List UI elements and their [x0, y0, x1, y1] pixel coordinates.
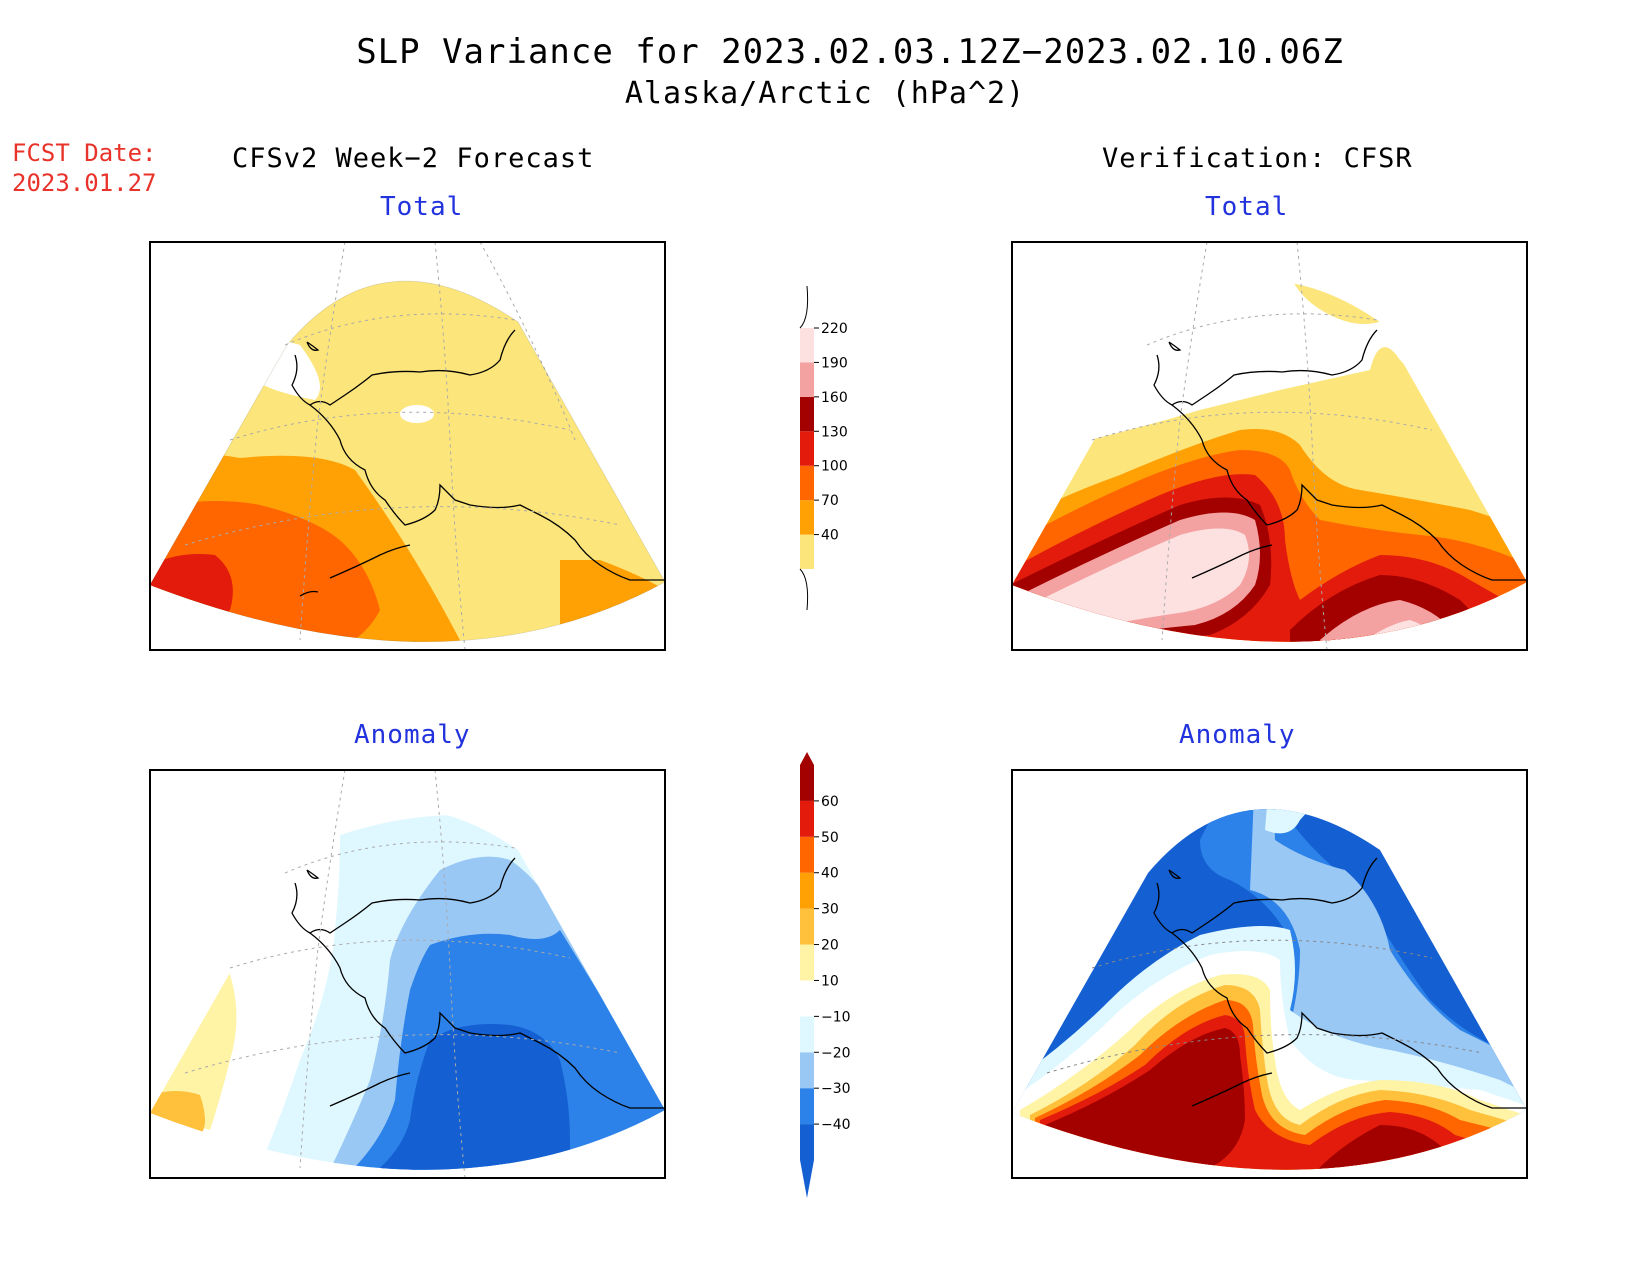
- colorbar-swatch: [800, 944, 814, 981]
- subtitle: Alaska/Arctic (hPa^2): [624, 76, 1026, 111]
- forecast-anomaly-map: [149, 769, 666, 1179]
- colorbar-tick-label: −10: [821, 1009, 851, 1025]
- verification-total-frame: [1011, 241, 1528, 651]
- colorbar-swatch: [800, 396, 814, 432]
- colorbar-tick-label: −40: [821, 1117, 851, 1133]
- contour-hole: [400, 405, 434, 423]
- top-left-panel-label: Total: [380, 192, 464, 222]
- verification-header: Verification: CFSR: [1102, 143, 1413, 174]
- verification-total-map: [1011, 241, 1528, 651]
- colorbar-swatch: [800, 908, 814, 945]
- contour-fill-neg40: [350, 1024, 570, 1170]
- main-title: SLP Variance for 2023.02.03.12Z−2023.02.…: [356, 32, 1344, 72]
- graticule: [1046, 939, 1483, 1074]
- coastline: [291, 329, 665, 597]
- fcst-date-value: 2023.01.27: [12, 169, 157, 197]
- colorbar-tip-top: [800, 752, 814, 765]
- colorbar-swatch: [800, 800, 814, 837]
- coastline: [1153, 857, 1527, 1109]
- colorbar-tick-label: −30: [821, 1081, 851, 1097]
- bottom-right-panel-label: Anomaly: [1179, 720, 1296, 750]
- colorbar-swatch: [800, 1052, 814, 1089]
- colorbar-tick-label: 60: [821, 794, 839, 810]
- colorbar-tick-label: 70: [821, 493, 839, 509]
- graticule: [1091, 241, 1433, 651]
- colorbar-tip-bottom: [800, 1160, 814, 1198]
- colorbar-tick-label: 30: [821, 902, 839, 918]
- total-colorbar: 40 70 100 130 160 190 220: [799, 285, 848, 611]
- anomaly-colorbar: −40 −30 −20 −10 10 20 30 40 50 60: [800, 752, 851, 1198]
- colorbar-tick-label: −20: [821, 1045, 851, 1061]
- bottom-left-panel-label: Anomaly: [354, 720, 471, 750]
- colorbar-swatch: [800, 362, 814, 397]
- colorbar-tick-label: 50: [821, 830, 839, 846]
- colorbar-tick-label: 100: [821, 459, 848, 475]
- colorbar-tick-label: 220: [821, 321, 848, 337]
- forecast-header: CFSv2 Week−2 Forecast: [232, 143, 595, 174]
- coastline: [1153, 329, 1527, 581]
- colorbar-tick-label: 40: [821, 866, 839, 882]
- colorbar-swatch: [800, 836, 814, 873]
- colorbar-tick-label: 190: [821, 355, 848, 371]
- graticule: [184, 769, 621, 1179]
- colorbar-tip-top: [799, 285, 809, 329]
- colorbar-swatch: [800, 1124, 814, 1160]
- colorbar-tick-label: 160: [821, 390, 848, 406]
- colorbar-tip-bottom: [799, 568, 809, 611]
- verification-anomaly-map: [1011, 769, 1528, 1179]
- colorbar-swatch: [800, 765, 814, 801]
- verification-anomaly-frame: [1011, 769, 1528, 1179]
- colorbar-tick-label: 20: [821, 938, 839, 954]
- fcst-date-label: FCST Date:: [12, 139, 157, 167]
- colorbar-tick-label: 10: [821, 973, 839, 989]
- colorbar-swatch: [800, 500, 814, 535]
- top-right-panel-label: Total: [1205, 192, 1289, 222]
- forecast-total-map: [149, 241, 666, 651]
- colorbar-swatch: [800, 1016, 814, 1053]
- colorbar-tick-label: 130: [821, 424, 848, 440]
- graticule: [184, 241, 621, 651]
- forecast-anomaly-frame: [149, 769, 666, 1179]
- colorbar-swatch: [800, 872, 814, 909]
- contour-fill-220: [1040, 528, 1249, 630]
- colorbar-swatch: [800, 431, 814, 466]
- colorbar-swatch: [800, 328, 814, 363]
- colorbar-swatch: [800, 534, 814, 569]
- fcst-date: FCST Date: 2023.01.27: [12, 138, 157, 198]
- forecast-total-frame: [149, 241, 666, 651]
- colorbar-tick-label: 40: [821, 528, 839, 544]
- colorbar-swatch: [800, 1088, 814, 1125]
- colorbar-swatch: [800, 980, 814, 1017]
- contour-fill-neg10: [1265, 809, 1320, 834]
- colorbar-swatch: [800, 465, 814, 501]
- coastline: [291, 857, 665, 1109]
